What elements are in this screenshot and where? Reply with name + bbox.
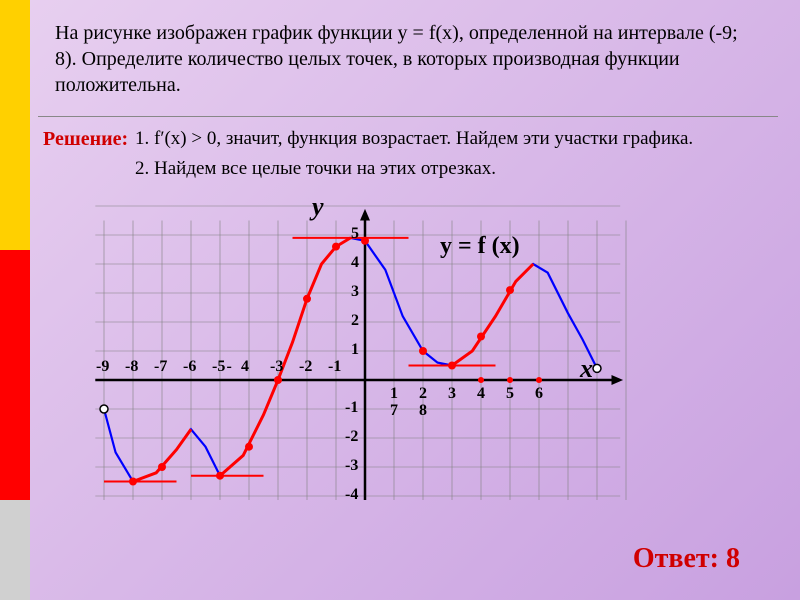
tick-label: 2 [419, 385, 427, 403]
tick-label: -7 [154, 358, 167, 376]
tick-label: - [227, 358, 232, 376]
solution-label: Решение: [43, 128, 128, 151]
tick-label: 6 [535, 385, 543, 403]
bar-red [0, 250, 30, 500]
bar-yellow [0, 0, 30, 250]
tick-label: -6 [183, 358, 196, 376]
divider [38, 116, 778, 117]
function-label: y = f (x) [440, 233, 520, 260]
bar-gray [0, 500, 30, 600]
tick-label: -4 [345, 486, 358, 504]
solution-step-1: 1. f′(x) > 0, значит, функция возрастает… [135, 128, 693, 150]
chart-svg [80, 200, 640, 500]
left-color-bar [0, 0, 30, 600]
tick-label: 4 [351, 254, 359, 272]
solution-step-2: 2. Найдем все целые точки на этих отрезк… [135, 158, 496, 180]
tick-label: -3 [345, 457, 358, 475]
tick-label: -9 [96, 358, 109, 376]
tick-label: -5 [212, 358, 225, 376]
tick-label: 5 [506, 385, 514, 403]
tick-label: 4 [241, 358, 249, 376]
tick-label: -2 [345, 428, 358, 446]
chart: y x y = f (x) -9-8-7-6-5-4-3-2-112345678… [80, 200, 640, 500]
answer-text: Ответ: 8 [633, 543, 740, 575]
tick-label: 1 [390, 385, 398, 403]
tick-label: -3 [270, 358, 283, 376]
tick-label: 2 [351, 312, 359, 330]
tick-label: 3 [351, 283, 359, 301]
tick-label: 7 [390, 402, 398, 420]
x-axis-label: x [580, 354, 593, 384]
tick-label: 5 [351, 225, 359, 243]
tick-label: 4 [477, 385, 485, 403]
tick-label: -1 [345, 399, 358, 417]
tick-label: 3 [448, 385, 456, 403]
tick-label: -2 [299, 358, 312, 376]
y-axis-label: y [312, 192, 324, 222]
problem-text: На рисунке изображен график функции y = … [55, 20, 755, 98]
tick-label: 8 [419, 402, 427, 420]
tick-label: 1 [351, 341, 359, 359]
tick-label: -1 [328, 358, 341, 376]
tick-label: -8 [125, 358, 138, 376]
